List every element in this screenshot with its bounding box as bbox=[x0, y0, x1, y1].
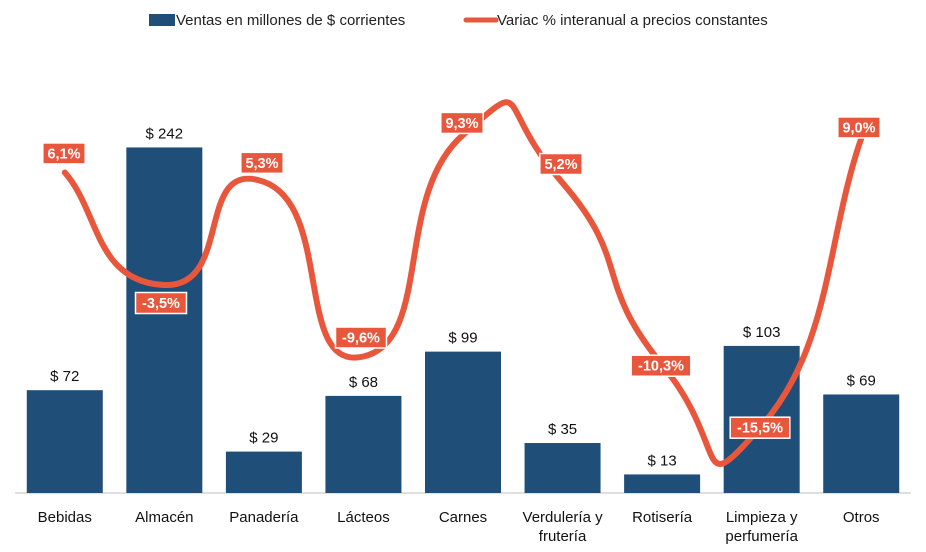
bar-8 bbox=[823, 394, 900, 493]
bar-value-label: $ 103 bbox=[743, 324, 781, 341]
bars-group bbox=[26, 147, 900, 493]
bar-2 bbox=[225, 451, 302, 493]
bar-1 bbox=[126, 147, 203, 493]
percent-label: -9,6% bbox=[334, 326, 388, 349]
bar-value-label: $ 242 bbox=[146, 125, 184, 142]
bar-value-label: $ 69 bbox=[847, 372, 876, 389]
bar-4 bbox=[425, 351, 501, 493]
category-label: Limpieza y perfumería bbox=[725, 509, 798, 545]
percent-label-box bbox=[630, 354, 692, 377]
category-label: Otros bbox=[843, 509, 880, 526]
bar-0 bbox=[26, 390, 103, 493]
category-label: Lácteos bbox=[337, 509, 390, 526]
percent-label-box bbox=[334, 326, 388, 349]
percent-label-box bbox=[134, 291, 188, 315]
percent-label-text: -15,5% bbox=[737, 421, 783, 437]
category-label: Verdulería y frutería bbox=[523, 509, 604, 545]
legend: Ventas en millones de $ corrientes Varia… bbox=[149, 12, 768, 29]
category-labels-group: Bebidas Almacén Panadería Lácteos Carnes Verd… bbox=[38, 509, 880, 545]
bar-3 bbox=[325, 395, 402, 493]
legend-bar-label: Ventas en millones de $ corrientes bbox=[176, 12, 405, 29]
percent-label-text: -10,3% bbox=[638, 359, 684, 375]
percent-label-text: 5,2% bbox=[544, 157, 577, 173]
percent-label: -3,5% bbox=[134, 291, 188, 315]
bar-value-label: $ 35 bbox=[548, 421, 577, 438]
percent-label-text: 5,3% bbox=[245, 156, 278, 172]
percent-label-box bbox=[539, 152, 583, 176]
percent-label-box bbox=[42, 142, 86, 165]
percent-label-text: -3,5% bbox=[142, 296, 180, 312]
percent-label: 9,3% bbox=[440, 111, 484, 135]
percent-label: -15,5% bbox=[729, 416, 791, 439]
legend-bar-swatch bbox=[149, 14, 175, 26]
bar-6 bbox=[624, 474, 701, 493]
percent-label-text: -9,6% bbox=[342, 331, 380, 347]
category-label: Bebidas bbox=[38, 509, 92, 526]
legend-line-label: Variac % interanual a precios constantes bbox=[497, 12, 768, 29]
bar-labels-group: $ 72 $ 242 $ 29 $ 68 $ 99 $ 35 $ 13 $ 103 $ 69 bbox=[50, 125, 876, 469]
bar-5 bbox=[524, 443, 601, 493]
category-label: Carnes bbox=[439, 509, 487, 526]
bar-value-label: $ 29 bbox=[249, 430, 278, 447]
percent-labels-group: 6,1% -3,5% 5,3% -9,6% 9,3% 5,2% -10,3% -15,5% 9,… bbox=[42, 111, 881, 439]
variation-line bbox=[61, 99, 865, 467]
bar-value-label: $ 68 bbox=[349, 374, 378, 391]
percent-label-box bbox=[240, 151, 284, 175]
percent-label-text: 6,1% bbox=[47, 146, 80, 162]
category-label: Almacén bbox=[135, 509, 193, 526]
percent-label-text: 9,0% bbox=[842, 120, 875, 136]
percent-label: 6,1% bbox=[42, 142, 86, 165]
bar-value-label: $ 99 bbox=[448, 330, 477, 347]
percent-label-box bbox=[729, 416, 791, 439]
percent-label: 5,3% bbox=[240, 151, 284, 175]
percent-label-box bbox=[440, 111, 484, 135]
percent-label: 9,0% bbox=[837, 116, 881, 139]
percent-label-box bbox=[837, 116, 881, 139]
percent-label: -10,3% bbox=[630, 354, 692, 377]
percent-label-text: 9,3% bbox=[445, 116, 478, 132]
category-label: Rotisería bbox=[632, 509, 693, 526]
percent-label: 5,2% bbox=[539, 152, 583, 176]
bar-value-label: $ 72 bbox=[50, 368, 79, 385]
bar-value-label: $ 13 bbox=[648, 452, 677, 469]
category-label: Panadería bbox=[229, 509, 299, 526]
